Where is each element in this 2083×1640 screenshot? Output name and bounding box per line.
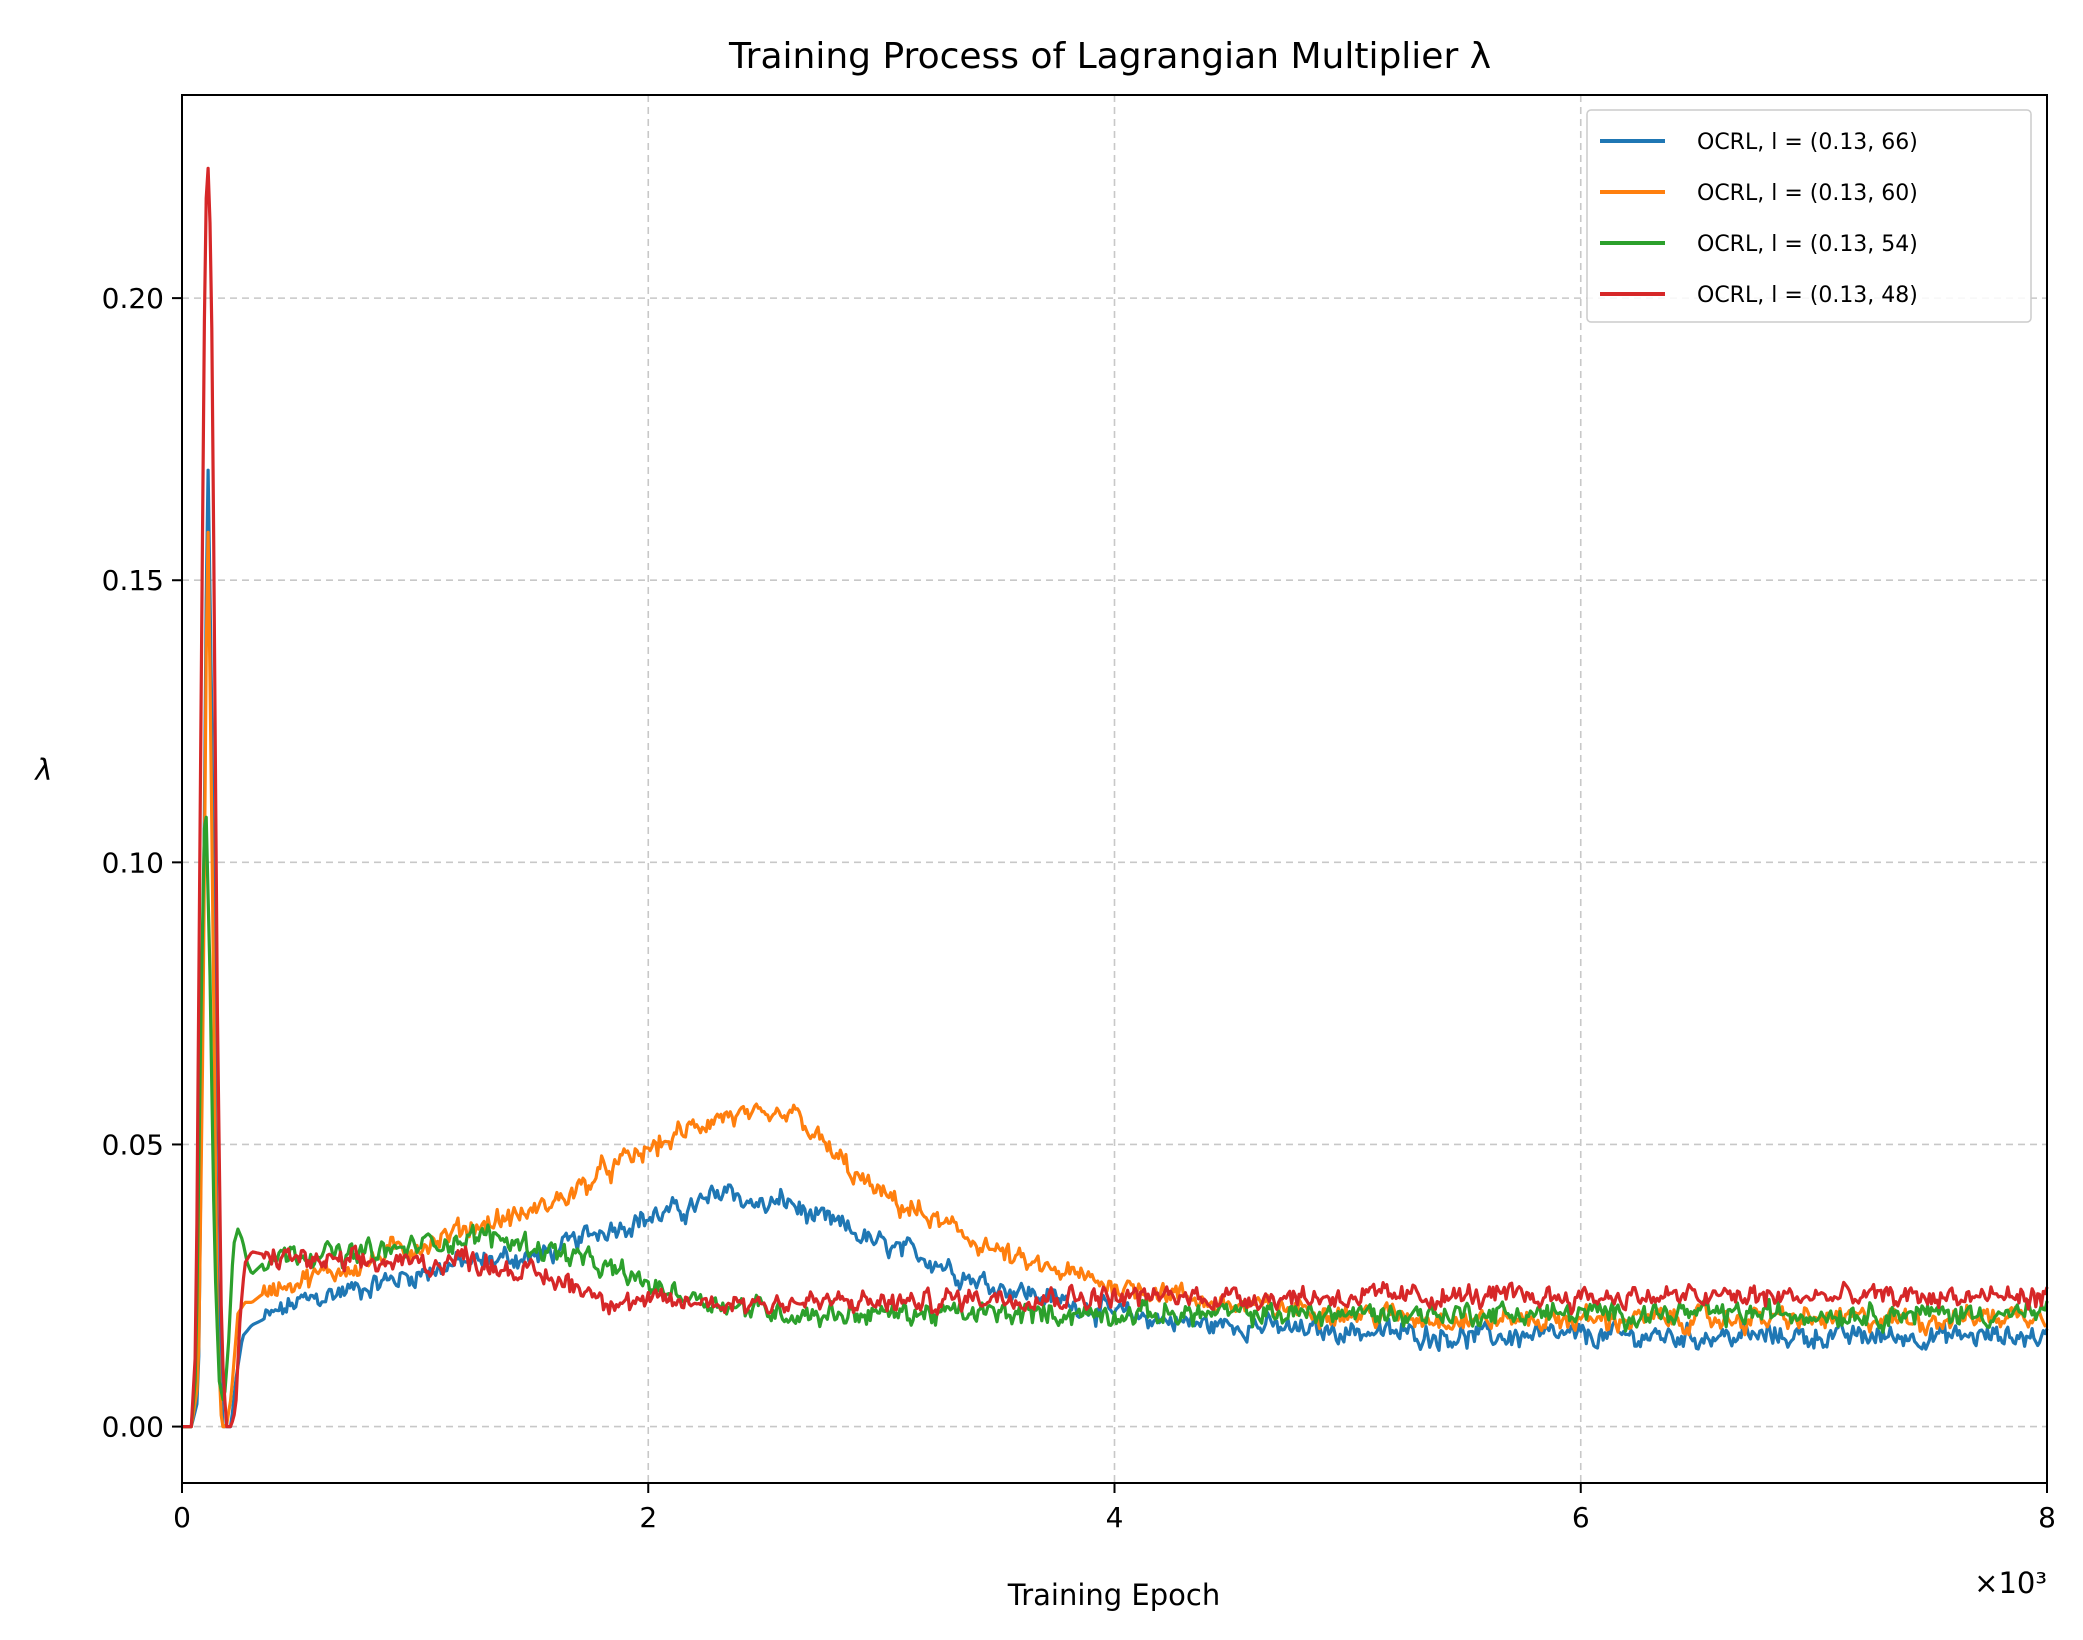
y-tick-label: 0.15: [102, 564, 164, 597]
series-line-4: [182, 166, 2049, 1429]
x-tick-label: 2: [639, 1501, 657, 1534]
x-tick-label: 6: [1572, 1501, 1590, 1534]
legend-box: [1586, 109, 2032, 323]
legend-label-1: OCRL, l = (0.13, 66): [1697, 130, 1918, 155]
y-axis-title: λ: [33, 753, 52, 787]
x-axis-title: Training Epoch: [1007, 1578, 1220, 1612]
x-tick-label: 0: [173, 1501, 191, 1534]
y-tick-label: 0.20: [102, 282, 164, 315]
y-tick-label: 0.10: [102, 846, 164, 879]
series-line-3: [182, 815, 2049, 1429]
series-line-2: [182, 530, 2048, 1429]
legend-label-3: OCRL, l = (0.13, 54): [1697, 232, 1918, 257]
chart-title: Training Process of Lagrangian Multiplie…: [728, 36, 1491, 77]
x-axis: 0 2 4 6 8: [173, 1483, 2056, 1534]
y-tick-label: 0.05: [102, 1128, 164, 1161]
legend-label-2: OCRL, l = (0.13, 60): [1697, 181, 1918, 206]
x-scale-label: ×10³: [1974, 1566, 2047, 1600]
legend: OCRL, l = (0.13, 66) OCRL, l = (0.13, 60)…: [1586, 109, 2032, 323]
x-tick-label: 4: [1106, 1501, 1124, 1534]
legend-label-4: OCRL, l = (0.13, 48): [1697, 283, 1918, 308]
y-axis: 0.00 0.05 0.10 0.15 0.20: [102, 282, 182, 1444]
x-tick-label: 8: [2038, 1501, 2056, 1534]
y-tick-label: 0.00: [102, 1411, 164, 1444]
series-layer: [182, 166, 2049, 1429]
